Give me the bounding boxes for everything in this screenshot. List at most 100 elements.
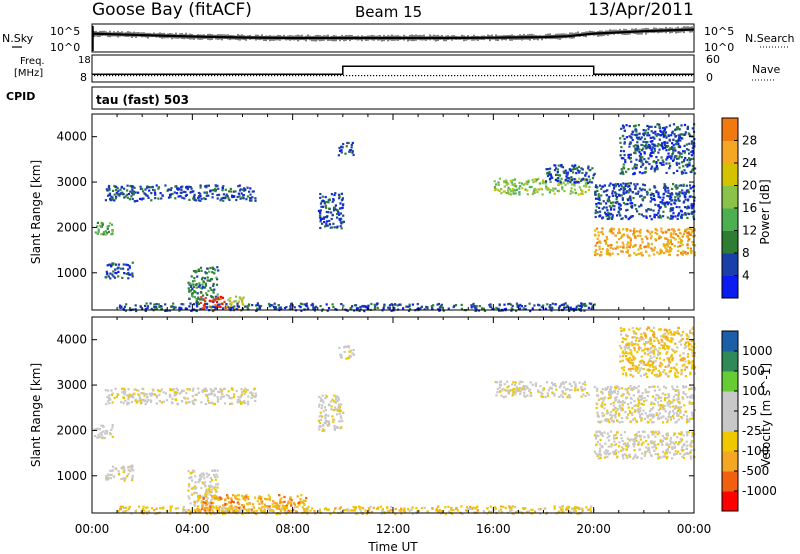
range-cell (243, 188, 246, 191)
range-cell (640, 136, 643, 139)
range-cell (206, 302, 209, 305)
range-cell (503, 180, 506, 183)
range-cell (594, 193, 597, 196)
range-cell (681, 161, 684, 164)
range-cell (655, 393, 658, 397)
range-cell (206, 279, 209, 282)
range-cell (318, 415, 321, 418)
range-cell (185, 510, 188, 513)
range-cell (523, 394, 526, 397)
range-cell (508, 302, 511, 305)
range-cell (646, 394, 649, 398)
range-cell (155, 184, 158, 187)
range-cell (211, 189, 214, 192)
range-cell (651, 433, 654, 436)
range-cell (146, 305, 149, 308)
nave-dot (640, 75, 642, 77)
range-cell (112, 275, 115, 278)
range-cell (601, 434, 604, 437)
range-cell (562, 303, 565, 306)
range-cell (201, 307, 204, 310)
range-cell (209, 505, 212, 509)
range-cell (674, 404, 677, 408)
range-cell (635, 158, 638, 161)
nave-dot (286, 75, 288, 77)
range-cell (332, 306, 335, 309)
range-cell (233, 506, 236, 509)
range-cell (669, 217, 672, 220)
range-cell (584, 383, 587, 386)
range-cell (507, 182, 510, 185)
range-cell (192, 387, 195, 390)
range-cell (676, 194, 679, 197)
range-cell (604, 241, 608, 244)
range-cell (153, 308, 156, 311)
range-cell (238, 498, 241, 501)
range-cell (559, 384, 562, 387)
range-cell (340, 151, 343, 154)
nave-dot (301, 75, 303, 77)
range-cell (327, 414, 330, 417)
range-cell (686, 232, 689, 235)
range-cell (299, 306, 302, 309)
range-cell (110, 195, 113, 198)
range-cell (601, 414, 604, 418)
range-cell (247, 498, 250, 501)
range-cell (320, 205, 323, 208)
range-cell (333, 428, 336, 431)
range-cell (343, 350, 346, 353)
nave-dot (112, 75, 114, 77)
range-cell (611, 252, 614, 255)
range-cell (643, 132, 646, 135)
range-cell (447, 505, 450, 508)
range-cell (599, 214, 602, 217)
range-cell (390, 505, 393, 509)
range-cell (319, 425, 322, 428)
range-cell (589, 510, 592, 513)
range-cell (109, 473, 112, 476)
range-cell (678, 136, 681, 139)
range-cell (122, 505, 125, 508)
nave-dot (463, 75, 465, 77)
range-cell (672, 230, 675, 233)
range-cell (601, 446, 604, 449)
range-cell (201, 390, 204, 393)
nave-dot (316, 75, 318, 77)
range-cell (649, 152, 652, 155)
nave-dot (364, 75, 366, 77)
range-cell (651, 193, 654, 196)
range-cell (215, 506, 218, 509)
range-cell (239, 401, 242, 404)
range-cell (685, 447, 688, 450)
range-cell (679, 139, 682, 142)
range-cell (690, 249, 693, 253)
range-cell (284, 508, 287, 511)
range-cell (650, 218, 653, 221)
range-cell (523, 385, 527, 388)
range-cell (150, 507, 154, 510)
range-cell (199, 474, 202, 477)
range-cell (544, 395, 547, 399)
range-cell (580, 385, 583, 388)
range-cell (336, 413, 339, 416)
range-cell (338, 146, 341, 150)
nave-dot (511, 75, 513, 77)
range-cell (593, 172, 596, 175)
range-cell (618, 401, 622, 404)
range-cell (595, 402, 598, 405)
range-cell (128, 507, 131, 510)
range-cell (640, 194, 643, 197)
range-cell (639, 234, 642, 237)
range-cell (352, 348, 355, 352)
range-cell (318, 210, 321, 213)
range-cell (622, 243, 625, 246)
range-cell (693, 251, 696, 254)
range-cell (687, 239, 690, 242)
range-cell (595, 184, 598, 187)
range-cell (215, 305, 218, 308)
range-cell (558, 181, 561, 184)
range-cell (220, 392, 224, 395)
range-cell (130, 186, 133, 189)
range-cell (611, 214, 614, 217)
range-cell (106, 189, 109, 192)
